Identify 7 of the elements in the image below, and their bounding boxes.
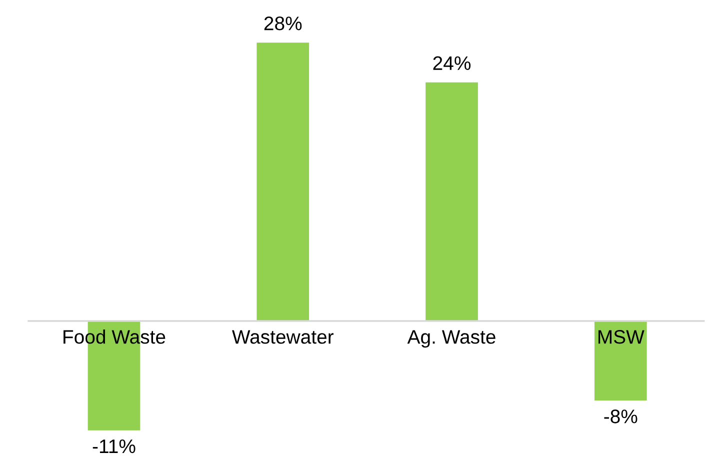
x-tick-label: Ag. Waste [407, 330, 496, 348]
data-label: 24% [433, 56, 471, 70]
x-tick-label: MSW [598, 330, 644, 344]
data-label: -8% [604, 410, 638, 424]
data-label: -11% [92, 439, 136, 454]
data-label: 28% [264, 16, 302, 30]
x-tick-label: Wastewater [232, 330, 334, 344]
